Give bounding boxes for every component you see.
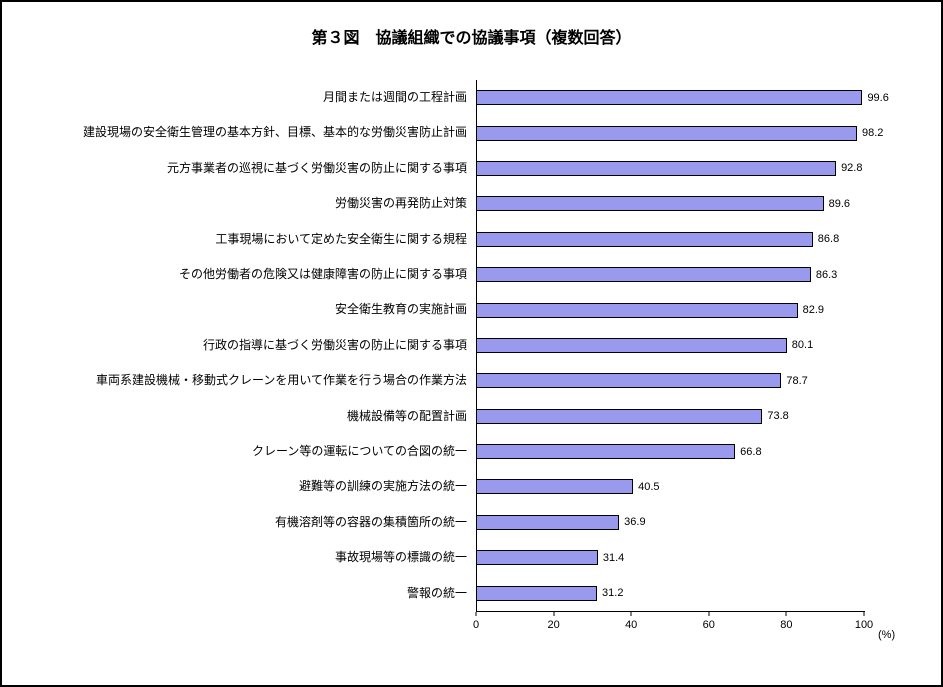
bar [476,444,736,460]
chart-row: その他労働者の危険又は健康障害の防止に関する事項 86.3 [2,257,941,292]
bar-track: 78.7 [476,363,864,398]
category-label: 警報の統一 [406,585,467,600]
category-label: 月間または週間の工程計画 [322,90,467,105]
chart-row: 事故現場等の標識の統一 31.4 [2,540,941,575]
bar-track: 92.8 [476,151,864,186]
bar-track: 89.6 [476,186,864,221]
chart-title: 第３図 協議組織での協議事項（複数回答） [311,30,632,47]
bar [476,267,811,283]
bar [476,337,787,353]
x-tick-label: 0 [472,619,480,631]
bar-track: 31.2 [476,575,864,610]
bar [476,550,598,566]
x-axis-ticks: (%) 0 20 40 60 80 100 [472,612,895,652]
x-axis-unit-label: (%) [878,629,896,641]
chart-row: 工事現場において定めた安全衛生に関する規程 86.8 [2,222,941,257]
x-tick-label: 60 [702,619,715,631]
bar-track: 86.8 [476,222,864,257]
category-label: 工事現場において定めた安全衛生に関する規程 [215,231,467,246]
x-axis-line [476,611,865,612]
bar [476,160,837,176]
x-tick-label: 40 [625,619,638,631]
value-label: 82.9 [802,304,825,317]
category-label: 車両系建設機械・移動式クレーンを用いて作業を行う場合の作業方法 [95,373,467,388]
x-tick-mark [708,612,710,616]
bar-track: 80.1 [476,328,864,363]
bar-track: 36.9 [476,505,864,540]
category-label: 建設現場の安全衛生管理の基本方針、目標、基本的な労働災害防止計画 [82,125,467,140]
chart-row: クレーン等の運転についての合図の統一 66.8 [2,434,941,469]
value-label: 40.5 [638,480,660,493]
x-tick-label: 100 [854,619,874,631]
category-label: 元方事業者の巡視に基づく労働災害の防止に関する事項 [166,160,467,175]
bar-track: 82.9 [476,292,864,327]
value-label: 92.8 [841,162,863,175]
value-label: 89.6 [828,197,851,210]
x-tick-label: 80 [780,619,793,631]
bar [476,90,863,106]
value-label: 36.9 [624,516,646,529]
category-label: 有機溶剤等の容器の集積箇所の統一 [274,514,467,529]
bar [476,231,813,247]
bar [476,479,634,495]
bar [476,125,858,141]
category-label: 安全衛生教育の実施計画 [334,302,467,317]
bar [476,585,598,601]
category-label: 労働災害の再発防止対策 [334,196,467,211]
bar-track: 98.2 [476,115,883,150]
chart-row: 月間または週間の工程計画 99.6 [2,80,941,115]
bar-track: 99.6 [476,80,889,115]
value-label: 66.8 [740,445,762,458]
x-tick-label: 20 [547,619,560,631]
value-label: 73.8 [767,410,789,423]
bar-track: 31.4 [476,540,864,575]
chart-row: 避難等の訓練の実施方法の統一 40.5 [2,469,941,504]
bar-track: 86.3 [476,257,864,292]
x-tick-mark [785,612,787,616]
bar-track: 66.8 [476,434,864,469]
value-label: 80.1 [791,339,814,352]
x-tick-mark [553,612,555,616]
bar [476,408,763,424]
x-tick-mark [863,612,865,616]
x-tick-mark [630,612,632,616]
category-label: その他労働者の危険又は健康障害の防止に関する事項 [178,267,467,282]
chart-row: 労働災害の再発防止対策 89.6 [2,186,941,221]
value-label: 31.4 [602,551,625,564]
value-label: 86.3 [815,268,838,281]
value-label: 98.2 [862,127,884,140]
chart-row: 機械設備等の配置計画 73.8 [2,399,941,434]
chart-row: 行政の指導に基づく労働災害の防止に関する事項 80.1 [2,328,941,363]
bar [476,514,620,530]
value-label: 78.7 [786,374,808,387]
bar-track: 40.5 [476,469,864,504]
category-label: 事故現場等の標識の統一 [334,550,467,565]
bar-chart: 月間または週間の工程計画 99.6 建設現場の安全衛生管理の基本方針、目標、基本的な… [2,80,941,611]
chart-row: 安全衛生教育の実施計画 82.9 [2,292,941,327]
bar [476,196,824,212]
category-label: 行政の指導に基づく労働災害の防止に関する事項 [202,337,467,352]
bar-track: 73.8 [476,399,864,434]
category-label: クレーン等の運転についての合図の統一 [251,444,467,458]
chart-row: 元方事業者の巡視に基づく労働災害の防止に関する事項 92.8 [2,151,941,186]
y-axis-line [476,80,477,611]
chart-row: 建設現場の安全衛生管理の基本方針、目標、基本的な労働災害防止計画 98.2 [2,115,941,150]
chart-row: 有機溶剤等の容器の集積箇所の統一 36.9 [2,505,941,540]
x-tick-mark [475,612,477,616]
category-label: 避難等の訓練の実施方法の統一 [298,479,467,494]
value-label: 86.8 [817,233,840,246]
chart-row: 車両系建設機械・移動式クレーンを用いて作業を行う場合の作業方法 78.7 [2,363,941,398]
category-label: 機械設備等の配置計画 [346,408,467,423]
bar [476,373,782,389]
value-label: 99.6 [867,91,889,104]
chart-row: 警報の統一 31.2 [2,575,941,610]
value-label: 31.2 [602,587,624,600]
bar [476,302,798,318]
